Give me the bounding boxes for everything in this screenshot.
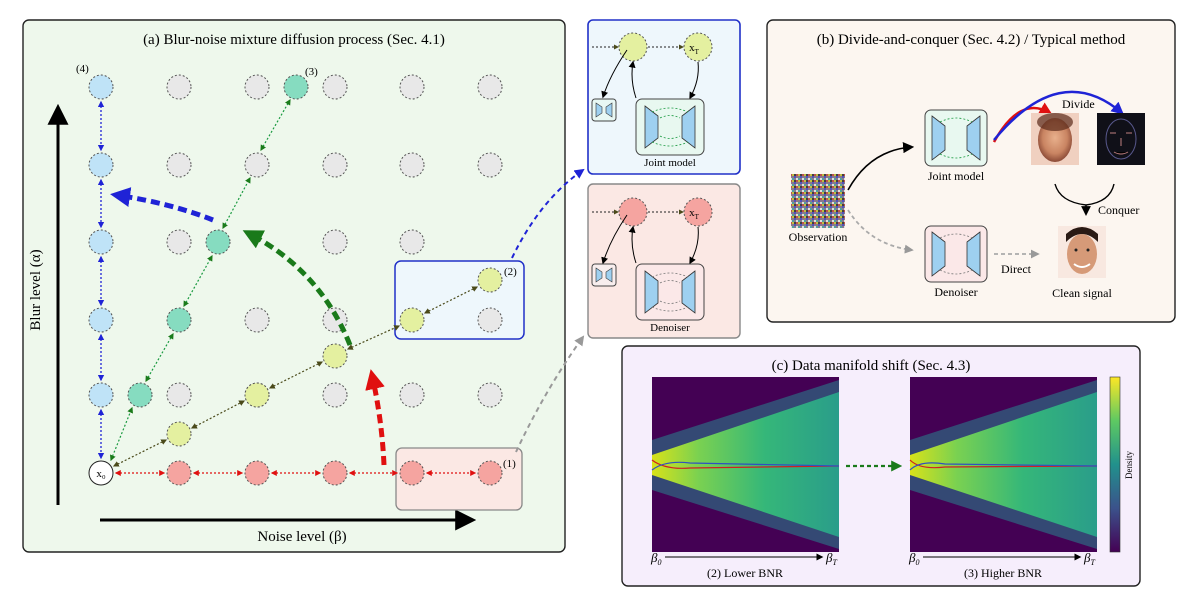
panel-b-joint-model: Joint model	[924, 109, 988, 183]
panel-c-title: (c) Data manifold shift (Sec. 4.3)	[772, 358, 971, 374]
joint-model-label: Joint model	[644, 157, 696, 169]
left-density-plot	[651, 377, 840, 552]
panel-b-denoiser: Denoiser	[924, 225, 988, 299]
olive-connectors	[112, 286, 479, 467]
joint-model-box: xT Joint model	[587, 19, 741, 175]
path-marker-3: (3)	[305, 66, 318, 78]
big-red-arrow	[365, 369, 387, 466]
right-density-plot	[909, 377, 1098, 552]
divide-label: Divide	[1062, 97, 1095, 111]
conquer-label: Conquer	[1098, 203, 1139, 217]
observation-label: Observation	[789, 230, 848, 244]
noise-axis-label: Noise level (β)	[257, 529, 346, 545]
right-beta-0-sub: 0	[915, 558, 919, 567]
joint-xt-sub: T	[695, 48, 700, 56]
yellow-nodes	[166, 267, 503, 447]
right-beta-0-label: β	[908, 550, 916, 565]
left-beta-0-sub: 0	[657, 558, 661, 567]
panel-a: (a) Blur-noise mixture diffusion process…	[22, 19, 566, 553]
denoiser-xt-sub: T	[695, 213, 700, 221]
direct-label: Direct	[1001, 262, 1032, 276]
link-blue	[511, 168, 585, 259]
svg-text:β0: β0	[908, 550, 919, 567]
right-x-axis: β0 βT (3) Higher BNR	[908, 550, 1095, 580]
origin-label: x₀	[96, 468, 106, 480]
svg-text:βT: βT	[1083, 550, 1095, 567]
right-beta-t-label: β	[1083, 550, 1091, 565]
link-gray	[515, 335, 585, 453]
gray-nodes	[166, 74, 503, 408]
path-marker-2: (2)	[504, 266, 517, 278]
denoiser-xt-label: x	[689, 207, 695, 219]
colorbar-label: Density	[1124, 451, 1134, 479]
path-marker-1: (1)	[503, 458, 516, 470]
observation-image	[791, 174, 845, 228]
svg-text:xT: xT	[689, 42, 700, 56]
joint-xt-label: x	[689, 42, 695, 54]
clean-face-image	[1058, 226, 1106, 278]
panel-b-denoiser-label: Denoiser	[934, 285, 977, 299]
right-plot-caption: (3) Higher BNR	[964, 566, 1042, 580]
panel-b: (b) Divide-and-conquer (Sec. 4.2) / Typi…	[766, 19, 1176, 323]
panel-c: (c) Data manifold shift (Sec. 4.3) Densi…	[621, 345, 1141, 587]
denoiser-model-label: Denoiser	[650, 322, 690, 334]
origin-node	[88, 460, 114, 486]
svg-text:β0: β0	[650, 550, 661, 567]
svg-text:xT: xT	[689, 207, 700, 221]
big-blue-arrow	[110, 187, 214, 223]
svg-text:βT: βT	[825, 550, 837, 567]
left-plot-caption: (2) Lower BNR	[707, 566, 783, 580]
blurry-face-image	[1031, 113, 1079, 165]
path-marker-4: (4)	[76, 63, 89, 75]
big-green-arrow	[242, 230, 353, 346]
panel-b-title: (b) Divide-and-conquer (Sec. 4.2) / Typi…	[817, 32, 1126, 48]
colorbar: Density	[1109, 376, 1134, 553]
noise-detail-image	[1097, 113, 1145, 165]
blur-axis-label: Blur level (α)	[28, 249, 44, 330]
denoiser-box: xT Denoiser	[587, 183, 741, 339]
left-beta-0-label: β	[650, 550, 658, 565]
red-nodes	[166, 460, 503, 486]
left-beta-t-label: β	[825, 550, 833, 565]
left-beta-t-sub: T	[832, 558, 837, 567]
right-beta-t-sub: T	[1090, 558, 1095, 567]
left-x-axis: β0 βT (2) Lower BNR	[650, 550, 837, 580]
panel-b-joint-label: Joint model	[928, 169, 985, 183]
blue-nodes	[88, 74, 114, 408]
teal-nodes	[127, 74, 309, 408]
panel-a-title: (a) Blur-noise mixture diffusion process…	[143, 32, 445, 48]
clean-signal-label: Clean signal	[1052, 286, 1112, 300]
